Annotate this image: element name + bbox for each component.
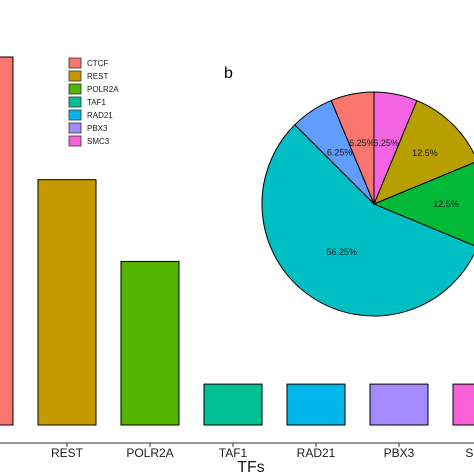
pie-chart: b 6.25%6.25%56.25%12.5%12.5%6.25%	[224, 65, 474, 317]
pie-slice-labels: 6.25%6.25%56.25%12.5%12.5%6.25%	[327, 138, 459, 257]
bar-rad21	[286, 383, 346, 426]
pie-slices	[261, 91, 474, 317]
legend-label-polr2a: POLR2A	[87, 85, 119, 94]
bar-pbx3	[369, 383, 429, 426]
pie-label-rest: 12.5%	[412, 148, 438, 158]
pie-label-ctcf: 6.25%	[349, 138, 375, 148]
legend-key-ctcf	[68, 57, 82, 69]
x-tick-label-polr2a: POLR2A	[126, 446, 173, 460]
x-axis-title: TFs	[237, 459, 265, 474]
legend-label-rest: REST	[87, 72, 108, 81]
x-tick-label-rest: REST	[51, 446, 84, 460]
bar-chart: CTCF REST POLR2A TAF1 RAD21 PBX3 SMC3 TFs CTCF…	[0, 56, 474, 474]
pie-slice-rest	[373, 99, 474, 205]
legend-key-smc3	[68, 135, 82, 147]
pie-slice-polr2a	[372, 162, 474, 246]
pie-label-polr2a: 12.5%	[433, 199, 459, 209]
legend: CTCF REST POLR2A TAF1 RAD21 PBX3 SMC3	[68, 57, 119, 147]
bar-taf1	[203, 383, 263, 426]
bar-polr2a	[120, 260, 180, 426]
x-tick-label-pbx3: PBX3	[384, 446, 415, 460]
x-tick-label-smc3: SMC3	[465, 446, 474, 460]
pie-slice-smc3	[373, 91, 418, 205]
x-tick-label-taf1: TAF1	[219, 446, 248, 460]
bar-series	[0, 56, 474, 426]
legend-key-polr2a	[68, 83, 82, 95]
pie-label-smc3: 6.25%	[373, 138, 399, 148]
pie-label-taf1: 56.25%	[327, 247, 358, 257]
pie-slice-taf1	[261, 124, 474, 317]
pie-label-pbx3: 6.25%	[327, 147, 353, 157]
bar-ctcf	[0, 56, 14, 426]
x-axis-ticks	[66, 443, 400, 447]
bar-rest	[37, 179, 97, 426]
legend-key-pbx3	[68, 122, 82, 134]
legend-label-taf1: TAF1	[87, 98, 107, 107]
legend-key-rad21	[68, 109, 82, 121]
legend-label-pbx3: PBX3	[87, 124, 108, 133]
bar-smc3	[452, 383, 474, 426]
legend-label-rad21: RAD21	[87, 111, 113, 120]
panel-label-b: b	[224, 65, 233, 82]
x-tick-label-rad21: RAD21	[297, 446, 336, 460]
legend-key-taf1	[68, 96, 82, 108]
legend-label-smc3: SMC3	[87, 137, 110, 146]
legend-label-ctcf: CTCF	[87, 59, 108, 68]
legend-key-rest	[68, 70, 82, 82]
